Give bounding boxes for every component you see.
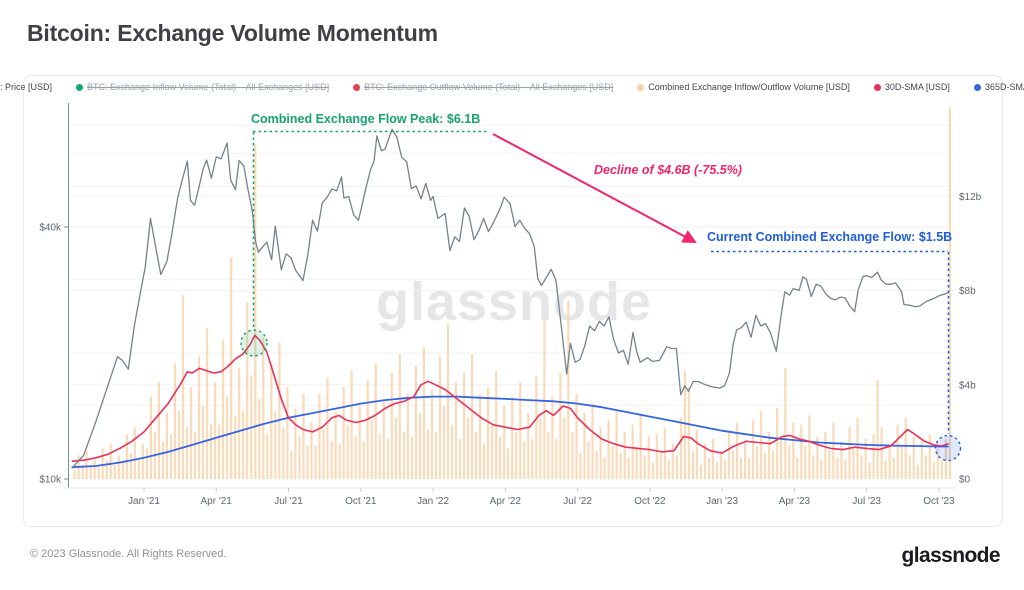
chart-card: BTC: Price [USD] BTC: Exchange Inflow Vol… <box>0 75 1024 527</box>
decline-arrow <box>492 133 697 243</box>
legend-item-label: BTC: Exchange Outflow Volume (Total) – A… <box>364 82 614 92</box>
price-line <box>71 128 949 469</box>
annotation-decline-label: Decline of $4.6B (-75.5%) <box>594 163 742 177</box>
annotation-peak-label: Combined Exchange Flow Peak: $6.1B <box>251 112 481 126</box>
peak-highlight-circle <box>240 329 268 357</box>
volume-bars <box>73 106 951 480</box>
peak-guides <box>240 130 487 357</box>
legend-item-label: BTC: Price [USD] <box>0 82 53 92</box>
legend-dot-icon <box>353 83 361 91</box>
annotation-current-label: Current Combined Exchange Flow: $1.5B <box>707 230 953 244</box>
current-guides <box>711 250 962 462</box>
x-axis-tick-label: Jul '23 <box>852 496 881 507</box>
legend-item-1[interactable]: BTC: Exchange Inflow Volume (Total) – Al… <box>76 82 329 92</box>
legend-dot-icon <box>873 83 881 91</box>
chart-area[interactable]: glassnode Jan '21 Apr '21 Jul '21 Oct '21 Ja… <box>24 76 1002 526</box>
legend-dot-icon <box>973 83 981 91</box>
x-axis-tick-label: Oct '22 <box>634 496 666 507</box>
legend-item-4[interactable]: 30D-SMA [USD] <box>873 82 950 92</box>
x-axis-tick-label: Apr '22 <box>490 496 522 507</box>
page-title: Bitcoin: Exchange Volume Momentum <box>27 20 438 46</box>
x-axis-tick-label: Jan '22 <box>417 496 449 507</box>
x-axis-tick-label: Jan '21 <box>128 496 160 507</box>
x-axis-tick-label: Apr '23 <box>779 496 811 507</box>
legend-item-label: 365D-SMA [USD] <box>984 82 1024 92</box>
x-axis-tick-label: Oct '21 <box>345 496 377 507</box>
glassnode-logo: glassnode <box>901 544 1001 567</box>
legend-item-0[interactable]: BTC: Price [USD] <box>0 82 52 92</box>
legend-item-label: 30D-SMA [USD] <box>884 82 950 92</box>
copyright-text: © 2023 Glassnode. All Rights Reserved. <box>30 548 227 560</box>
y-right-tick-label: $8b <box>959 286 976 297</box>
y-left-tick-label: $40k <box>39 223 62 234</box>
legend-item-3[interactable]: Combined Exchange Inflow/Outflow Volume … <box>637 82 850 92</box>
chart-legend: BTC: Price [USD] BTC: Exchange Inflow Vol… <box>0 82 1024 92</box>
axis-labels: Jan '21 Apr '21 Jul '21 Oct '21 Jan '22 Apr '… <box>39 192 981 507</box>
exchange-volume-chart[interactable]: Jan '21 Apr '21 Jul '21 Oct '21 Jan '22 Apr '… <box>24 76 1002 526</box>
y-right-tick-label: $12b <box>959 192 982 203</box>
x-axis-tick-label: Jul '21 <box>274 496 303 507</box>
sma30-line <box>71 334 949 463</box>
x-axis-tick-label: Jan '23 <box>706 496 738 507</box>
sma365-line <box>71 395 949 469</box>
legend-item-5[interactable]: 365D-SMA [USD] <box>973 82 1024 92</box>
legend-item-label: Combined Exchange Inflow/Outflow Volume … <box>648 82 850 92</box>
current-highlight-circle <box>934 434 962 462</box>
x-axis-tick-label: Jul '22 <box>563 496 592 507</box>
y-right-tick-label: $0 <box>959 475 971 486</box>
y-left-tick-label: $10k <box>39 475 62 486</box>
y-right-tick-label: $4b <box>959 380 976 391</box>
x-axis-tick-label: Oct '23 <box>923 496 955 507</box>
legend-item-label: BTC: Exchange Inflow Volume (Total) – Al… <box>87 82 330 92</box>
gridlines <box>69 124 953 406</box>
legend-item-2[interactable]: BTC: Exchange Outflow Volume (Total) – A… <box>353 82 613 92</box>
legend-dot-icon <box>637 83 645 91</box>
legend-dot-icon <box>76 83 84 91</box>
axes <box>63 103 956 492</box>
x-axis-tick-label: Apr '21 <box>201 496 233 507</box>
